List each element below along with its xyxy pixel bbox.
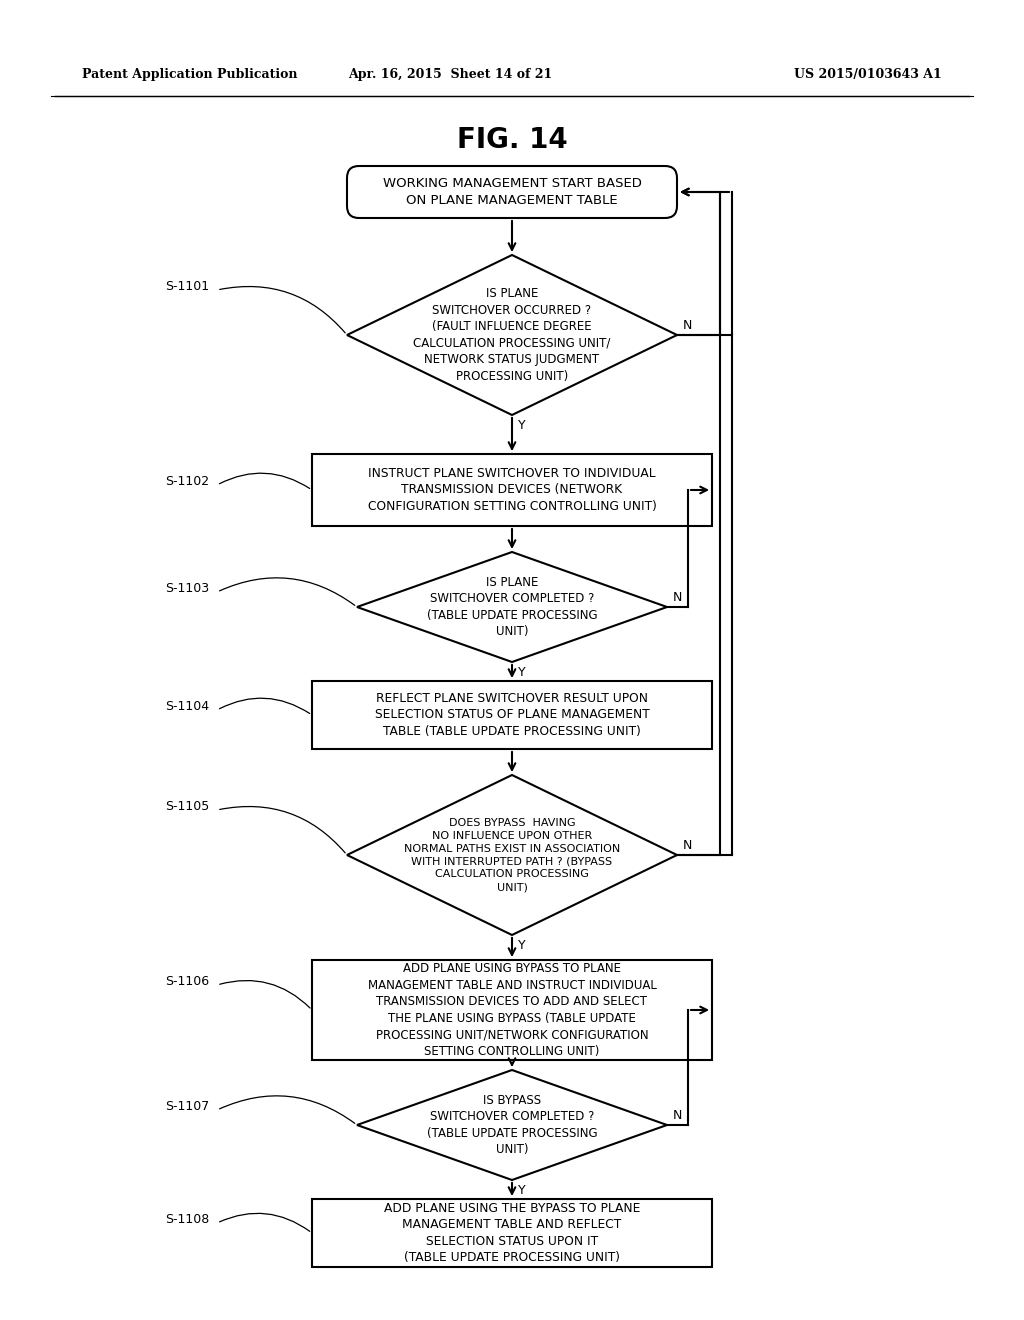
Text: S-1108: S-1108 [165, 1213, 209, 1226]
Bar [312, 1199, 712, 1267]
Text: N: N [673, 591, 682, 605]
Text: ADD PLANE USING BYPASS TO PLANE
MANAGEMENT TABLE AND INSTRUCT INDIVIDUAL
TRANSMI: ADD PLANE USING BYPASS TO PLANE MANAGEME… [368, 962, 656, 1057]
Text: S-1106: S-1106 [165, 975, 209, 987]
Text: S-1107: S-1107 [165, 1100, 209, 1113]
Text: S-1104: S-1104 [165, 700, 209, 713]
Text: N: N [683, 319, 692, 333]
Text: REFLECT PLANE SWITCHOVER RESULT UPON
SELECTION STATUS OF PLANE MANAGEMENT
TABLE : REFLECT PLANE SWITCHOVER RESULT UPON SEL… [375, 692, 649, 738]
Text: Y: Y [518, 939, 525, 952]
Text: N: N [673, 1109, 682, 1122]
Text: IS PLANE
SWITCHOVER COMPLETED ?
(TABLE UPDATE PROCESSING
UNIT): IS PLANE SWITCHOVER COMPLETED ? (TABLE U… [427, 576, 597, 639]
Bar [312, 960, 712, 1060]
Text: Patent Application Publication: Patent Application Publication [82, 69, 298, 81]
Text: S-1102: S-1102 [165, 475, 209, 488]
FancyBboxPatch shape [347, 166, 677, 218]
Text: FIG. 14: FIG. 14 [457, 125, 567, 154]
Polygon shape [357, 1071, 667, 1180]
FancyArrowPatch shape [219, 1096, 354, 1123]
Text: ADD PLANE USING THE BYPASS TO PLANE
MANAGEMENT TABLE AND REFLECT
SELECTION STATU: ADD PLANE USING THE BYPASS TO PLANE MANA… [384, 1201, 640, 1265]
Polygon shape [347, 255, 677, 414]
FancyArrowPatch shape [219, 1213, 310, 1232]
FancyArrowPatch shape [219, 698, 309, 714]
FancyArrowPatch shape [220, 807, 345, 853]
Text: INSTRUCT PLANE SWITCHOVER TO INDIVIDUAL
TRANSMISSION DEVICES (NETWORK
CONFIGURAT: INSTRUCT PLANE SWITCHOVER TO INDIVIDUAL … [368, 467, 656, 513]
Bar [312, 454, 712, 525]
Text: US 2015/0103643 A1: US 2015/0103643 A1 [795, 69, 942, 81]
Text: Y: Y [518, 667, 525, 678]
Text: WORKING MANAGEMENT START BASED
ON PLANE MANAGEMENT TABLE: WORKING MANAGEMENT START BASED ON PLANE … [383, 177, 641, 207]
FancyArrowPatch shape [220, 981, 310, 1008]
FancyArrowPatch shape [219, 578, 354, 606]
Polygon shape [357, 552, 667, 663]
Text: DOES BYPASS  HAVING
NO INFLUENCE UPON OTHER
NORMAL PATHS EXIST IN ASSOCIATION
WI: DOES BYPASS HAVING NO INFLUENCE UPON OTH… [403, 818, 621, 892]
Text: N: N [683, 840, 692, 851]
Text: IS PLANE
SWITCHOVER OCCURRED ?
(FAULT INFLUENCE DEGREE
CALCULATION PROCESSING UN: IS PLANE SWITCHOVER OCCURRED ? (FAULT IN… [414, 288, 610, 383]
Text: S-1103: S-1103 [165, 582, 209, 595]
Bar [312, 681, 712, 748]
Polygon shape [347, 775, 677, 935]
FancyArrowPatch shape [219, 473, 309, 488]
FancyArrowPatch shape [220, 286, 345, 333]
Text: S-1101: S-1101 [165, 280, 209, 293]
Text: IS BYPASS
SWITCHOVER COMPLETED ?
(TABLE UPDATE PROCESSING
UNIT): IS BYPASS SWITCHOVER COMPLETED ? (TABLE … [427, 1094, 597, 1156]
Text: Apr. 16, 2015  Sheet 14 of 21: Apr. 16, 2015 Sheet 14 of 21 [348, 69, 553, 81]
Text: Y: Y [518, 418, 525, 432]
Text: S-1105: S-1105 [165, 800, 209, 813]
Text: Y: Y [518, 1184, 525, 1197]
